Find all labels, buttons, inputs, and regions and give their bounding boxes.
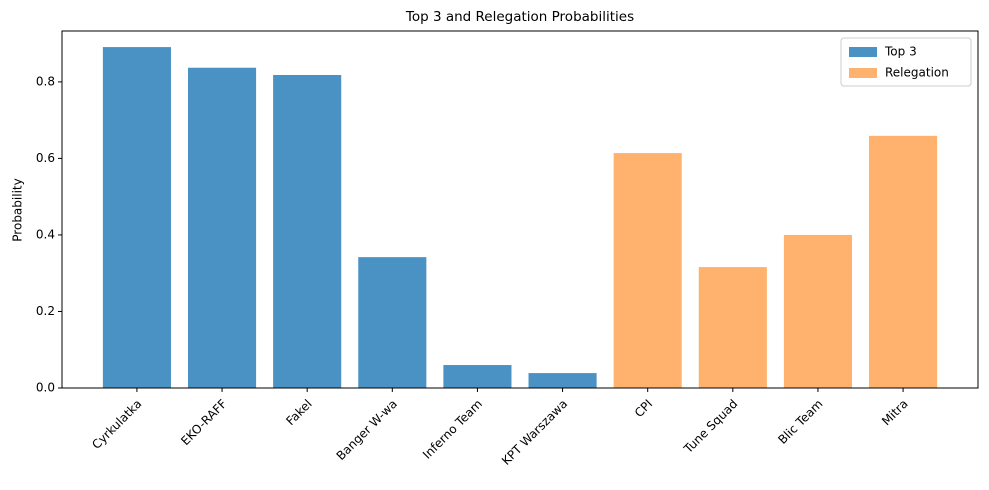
bar	[783, 234, 853, 388]
bar	[443, 365, 512, 388]
chart-title: Top 3 and Relegation Probabilities	[405, 9, 634, 25]
bar	[613, 153, 682, 388]
legend-swatch	[849, 68, 877, 78]
bar	[869, 135, 938, 388]
y-axis-label: Probability	[11, 178, 25, 241]
x-tick-label: Banger W-wa	[334, 397, 400, 463]
y-tick-label: 0.6	[36, 151, 55, 165]
x-tick-label: KPT Warszawa	[499, 397, 570, 468]
plot-frame	[61, 30, 979, 389]
legend-label: Relegation	[885, 66, 949, 80]
x-tick-label: CPI	[632, 397, 655, 420]
x-tick-label: EKO-RAFF	[178, 397, 230, 449]
x-tick-label: Inferno Team	[420, 397, 485, 462]
legend-label: Top 3	[884, 45, 917, 59]
x-tick-label: Tune Squad	[681, 397, 741, 457]
bar	[273, 75, 342, 389]
bar	[102, 47, 171, 388]
x-tick-label: Fakel	[283, 397, 314, 428]
x-tick-label: Cyrkulatka	[89, 397, 144, 452]
bar	[187, 67, 257, 388]
y-tick-label: 0.0	[36, 381, 55, 395]
bar	[358, 257, 427, 388]
y-tick-label: 0.4	[36, 227, 55, 241]
bar	[528, 373, 597, 388]
legend-swatch	[849, 47, 877, 57]
x-tick-label: Mitra	[879, 397, 911, 429]
y-tick-label: 0.2	[36, 304, 55, 318]
bar	[698, 267, 767, 388]
x-tick-label: Blic Team	[775, 397, 825, 447]
y-tick-label: 0.8	[36, 74, 55, 88]
